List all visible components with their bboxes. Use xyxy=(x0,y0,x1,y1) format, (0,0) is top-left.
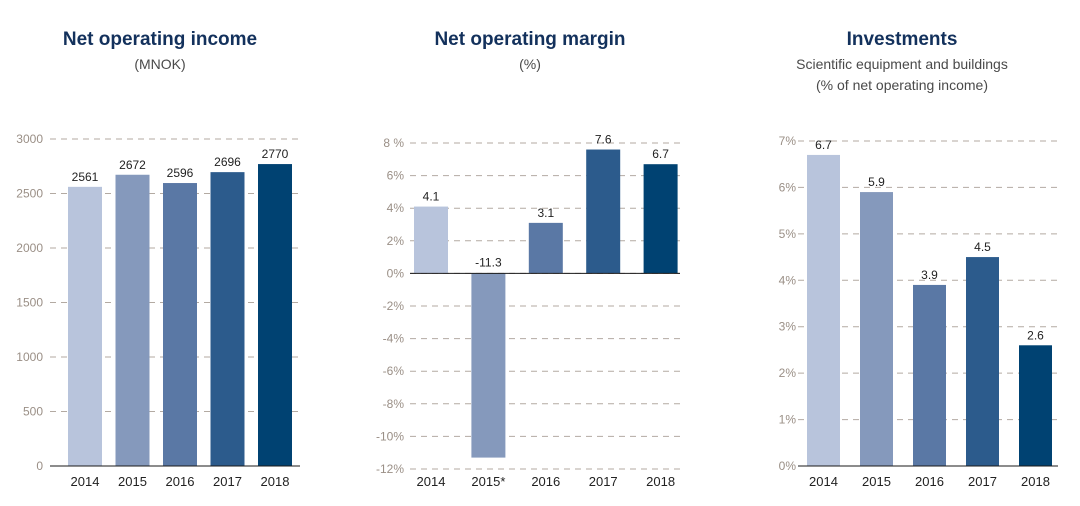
chart1-data-label: 2770 xyxy=(262,147,289,161)
chart3-data-label: 6.7 xyxy=(815,138,832,152)
chart1-y-tick-label: 0 xyxy=(36,459,43,473)
chart2-bar-2018 xyxy=(643,164,678,274)
chart3-bar-2015 xyxy=(860,192,893,467)
chart2-y-tick-label: -8% xyxy=(383,397,405,411)
chart1-y-tick-label: 2500 xyxy=(16,187,43,201)
chart1-title: Net operating income xyxy=(62,29,258,50)
chart1-data-label: 2672 xyxy=(119,158,146,172)
chart1-data-label: 2696 xyxy=(214,155,241,169)
chart2-x-tick-label: 2015* xyxy=(471,474,505,489)
chart2-bar-2014 xyxy=(414,206,448,274)
chart2-title: Net operating margin xyxy=(434,29,626,50)
chart2-bar-2015 xyxy=(471,273,506,458)
chart2-bar-2016 xyxy=(528,222,563,274)
chart3-data-label: 2.6 xyxy=(1027,328,1044,342)
chart2-y-tick-label: -6% xyxy=(383,364,405,378)
chart3-y-tick-label: 0% xyxy=(779,459,797,473)
chart3-y-tick-label: 7% xyxy=(779,134,797,148)
chart3-y-tick-label: 6% xyxy=(779,180,797,194)
chart3-x-tick-label: 2015 xyxy=(862,474,891,489)
chart2-data-label: 6.7 xyxy=(652,147,669,161)
chart2-y-tick-label: 6% xyxy=(387,169,405,183)
chart1-bar-2016 xyxy=(163,183,197,466)
chart1-y-tick-label: 500 xyxy=(23,405,43,419)
chart3-bar-2018 xyxy=(1019,345,1052,466)
chart2-y-tick-label: 2% xyxy=(387,234,405,248)
chart1-y-tick-label: 1000 xyxy=(16,350,43,364)
chart3-subtitle-2: (% of net operating income) xyxy=(816,77,988,93)
chart3-subtitle: Scientific equipment and buildings xyxy=(796,56,1008,72)
chart3-bar-2014 xyxy=(807,154,840,466)
chart2-y-tick-label: -12% xyxy=(376,462,404,476)
chart3-y-tick-label: 4% xyxy=(779,273,797,287)
chart2-y-tick-label: 4% xyxy=(387,201,405,215)
chart1-bar-2014 xyxy=(68,186,102,466)
chart1-y-tick-label: 2000 xyxy=(16,241,43,255)
chart2-data-label: 3.1 xyxy=(537,206,554,220)
chart3-x-tick-label: 2017 xyxy=(968,474,997,489)
chart3-y-tick-label: 5% xyxy=(779,227,797,241)
chart1-y-tick-label: 1500 xyxy=(16,296,43,310)
chart1-x-tick-label: 2016 xyxy=(166,474,195,489)
chart2-bar-2017 xyxy=(586,149,621,274)
chart2-y-tick-label: -2% xyxy=(383,299,405,313)
chart1-data-label: 2596 xyxy=(167,166,194,180)
chart1-bar-2017 xyxy=(210,172,245,467)
chart1-x-tick-label: 2017 xyxy=(213,474,242,489)
chart2-x-tick-label: 2016 xyxy=(531,474,560,489)
chart3-title: Investments xyxy=(846,29,958,50)
chart3-x-tick-label: 2016 xyxy=(915,474,944,489)
chart2-y-tick-label: 8 % xyxy=(383,136,404,150)
chart3-bar-2017 xyxy=(966,257,999,466)
chart2-data-label: 7.6 xyxy=(595,133,612,147)
chart1-subtitle: (MNOK) xyxy=(134,56,186,72)
chart3-y-tick-label: 1% xyxy=(779,413,797,427)
chart1-y-tick-label: 3000 xyxy=(16,132,43,146)
chart3-y-tick-label: 3% xyxy=(779,320,797,334)
chart2-x-tick-label: 2018 xyxy=(646,474,675,489)
chart3-x-tick-label: 2018 xyxy=(1021,474,1050,489)
chart3-x-tick-label: 2014 xyxy=(809,474,838,489)
chart1-data-label: 2561 xyxy=(72,170,99,184)
chart2-y-tick-label: -4% xyxy=(383,332,405,346)
chart3-data-label: 5.9 xyxy=(868,175,885,189)
chart1-x-tick-label: 2018 xyxy=(261,474,290,489)
chart2-data-label: 4.1 xyxy=(423,190,440,204)
chart3-data-label: 4.5 xyxy=(974,240,991,254)
chart1-bar-2015 xyxy=(115,174,150,466)
chart3-y-tick-label: 2% xyxy=(779,366,797,380)
chart2-y-tick-label: 0% xyxy=(387,266,405,280)
chart2-x-tick-label: 2014 xyxy=(417,474,446,489)
chart2-subtitle: (%) xyxy=(519,56,541,72)
chart3-bar-2016 xyxy=(913,284,946,466)
chart2-x-tick-label: 2017 xyxy=(589,474,618,489)
chart2-y-tick-label: -10% xyxy=(376,429,404,443)
chart1-x-tick-label: 2014 xyxy=(71,474,100,489)
chart1-bar-2018 xyxy=(258,164,292,466)
chart2-data-label: -11.3 xyxy=(475,255,502,269)
chart1-x-tick-label: 2015 xyxy=(118,474,147,489)
chart3-data-label: 3.9 xyxy=(921,268,938,282)
